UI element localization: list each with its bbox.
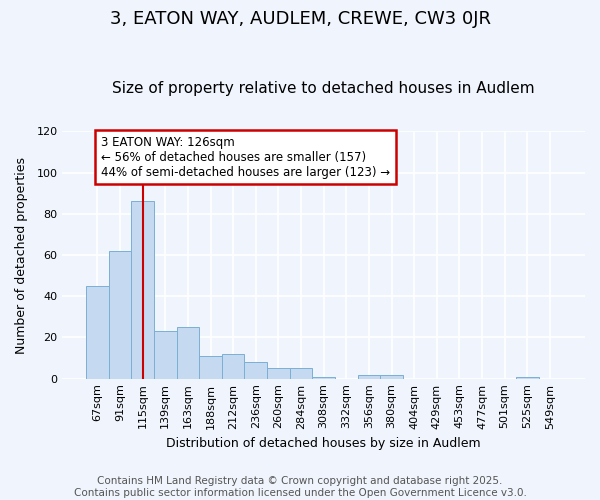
Text: Contains HM Land Registry data © Crown copyright and database right 2025.
Contai: Contains HM Land Registry data © Crown c… — [74, 476, 526, 498]
Bar — [516, 376, 539, 378]
Bar — [358, 374, 380, 378]
Bar — [244, 362, 267, 378]
Bar — [380, 374, 403, 378]
Bar — [176, 327, 199, 378]
Title: Size of property relative to detached houses in Audlem: Size of property relative to detached ho… — [112, 80, 535, 96]
Y-axis label: Number of detached properties: Number of detached properties — [15, 156, 28, 354]
Bar — [109, 251, 131, 378]
Bar — [290, 368, 313, 378]
Bar — [222, 354, 244, 378]
Bar — [313, 376, 335, 378]
Text: 3, EATON WAY, AUDLEM, CREWE, CW3 0JR: 3, EATON WAY, AUDLEM, CREWE, CW3 0JR — [110, 10, 491, 28]
Bar — [267, 368, 290, 378]
Bar — [131, 202, 154, 378]
Bar — [154, 332, 176, 378]
Bar — [199, 356, 222, 378]
X-axis label: Distribution of detached houses by size in Audlem: Distribution of detached houses by size … — [166, 437, 481, 450]
Text: 3 EATON WAY: 126sqm
← 56% of detached houses are smaller (157)
44% of semi-detac: 3 EATON WAY: 126sqm ← 56% of detached ho… — [101, 136, 390, 178]
Bar — [86, 286, 109, 378]
